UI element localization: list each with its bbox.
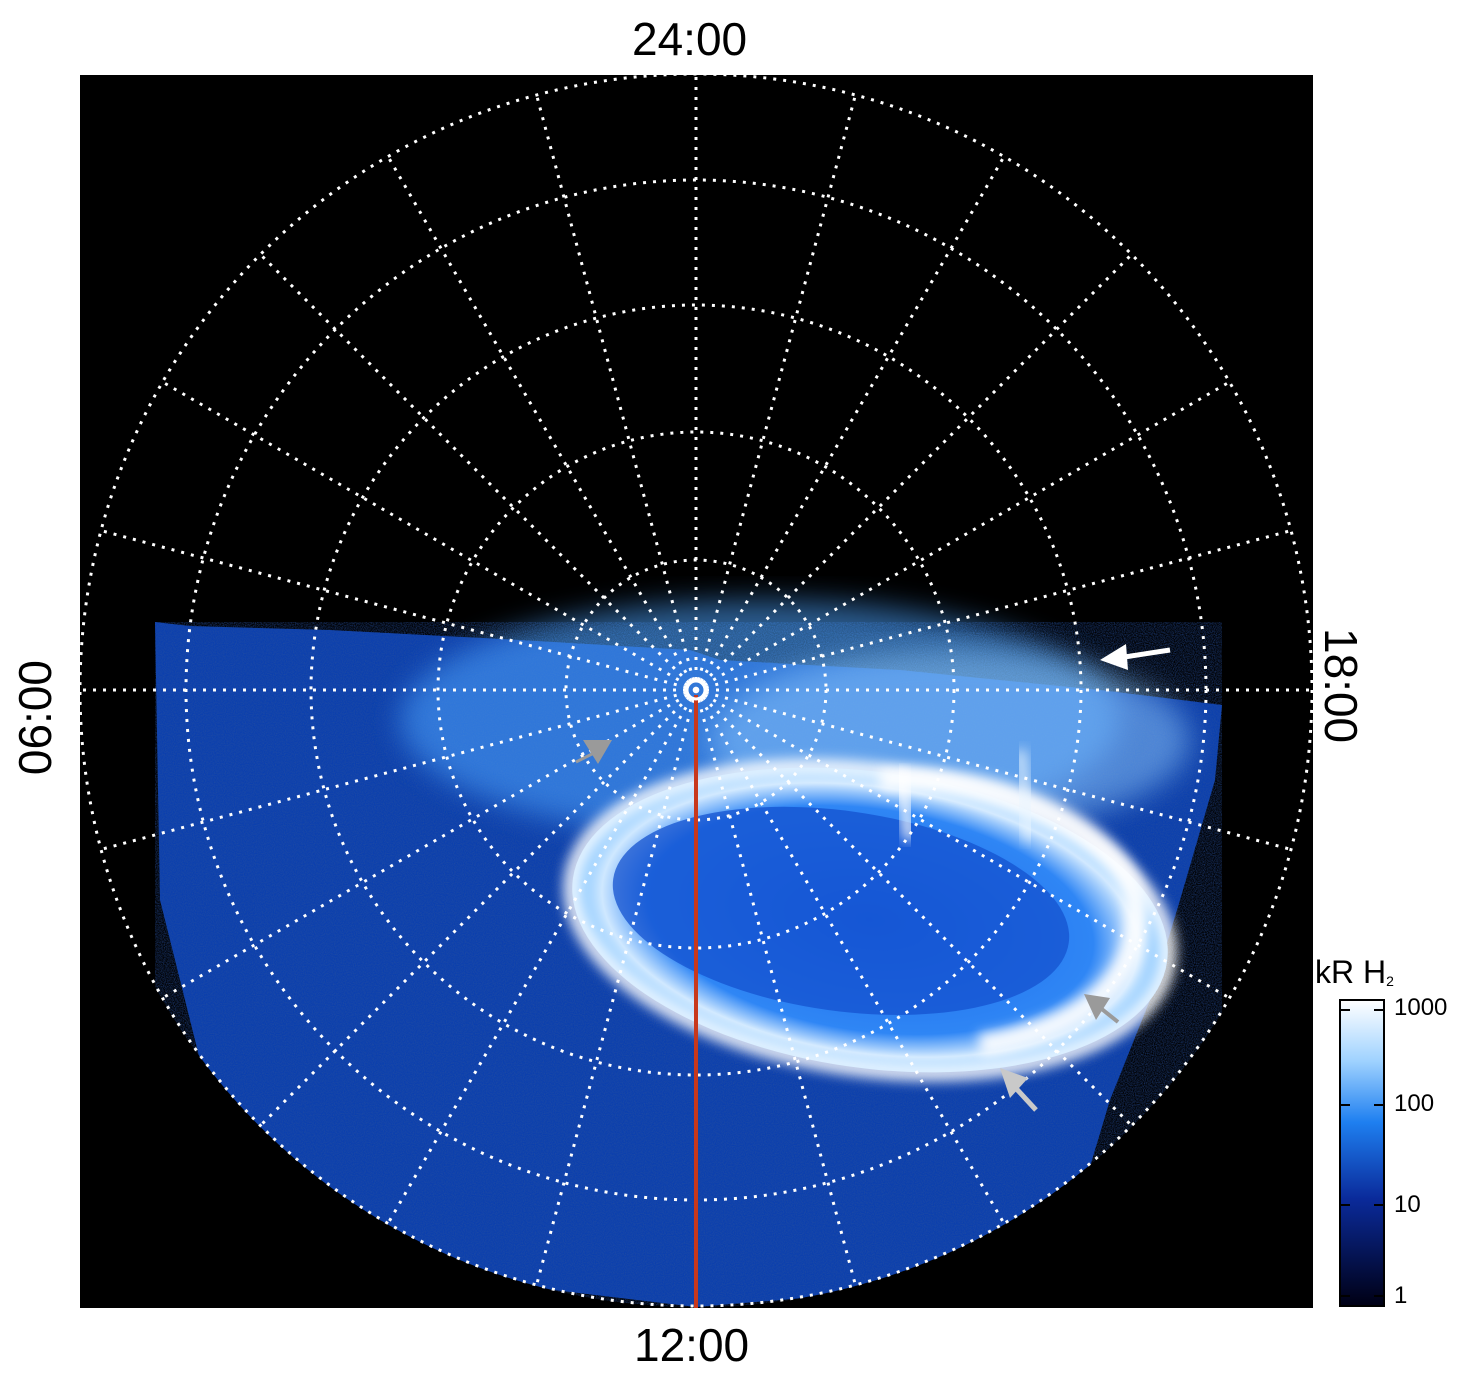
grid-meridian <box>386 689 698 1225</box>
grid-meridian <box>259 688 698 1127</box>
colorbar-tick-label: 10 <box>1394 1191 1421 1218</box>
grid-meridian <box>694 689 857 1286</box>
local-time-label-left: 06:00 <box>9 660 61 776</box>
colorbar-tick-label: 1 <box>1394 1282 1408 1309</box>
grid-meridian <box>386 155 698 691</box>
polar-grid <box>80 75 1313 1308</box>
grid-meridian <box>100 688 697 851</box>
colorbar-title: kR H2 <box>1315 954 1394 990</box>
grid-meridian <box>694 94 857 691</box>
grid-meridian <box>100 529 697 692</box>
gray-arrow-right <box>1084 994 1120 1024</box>
colorbar <box>1339 999 1385 1307</box>
grid-meridian <box>695 380 1231 692</box>
grid-meridian <box>694 253 1133 692</box>
local-time-label-top: 24:00 <box>632 13 748 65</box>
grid-meridian <box>694 155 1006 691</box>
pole-marker <box>685 679 707 701</box>
grid-meridian <box>259 253 698 692</box>
grid-meridian <box>535 94 698 691</box>
gray-arrow-lower <box>1000 1068 1038 1112</box>
grid-meridian <box>694 689 1006 1225</box>
grid-meridian <box>695 529 1292 692</box>
grid-meridian <box>161 380 697 692</box>
grid-meridian <box>695 688 1292 851</box>
grid-meridian <box>535 689 698 1286</box>
white-arrow <box>1100 644 1171 670</box>
local-time-label-bottom: 12:00 <box>634 1319 750 1371</box>
grid-meridian <box>694 688 1133 1127</box>
colorbar-tick-label: 1000 <box>1394 994 1448 1021</box>
grid-meridian <box>695 688 1231 1000</box>
colorbar-tick-label: 100 <box>1394 1090 1435 1117</box>
dusk-arc <box>879 767 1147 1056</box>
local-time-label-right: 18:00 <box>1315 628 1367 744</box>
gray-arrow-upper <box>575 740 612 764</box>
